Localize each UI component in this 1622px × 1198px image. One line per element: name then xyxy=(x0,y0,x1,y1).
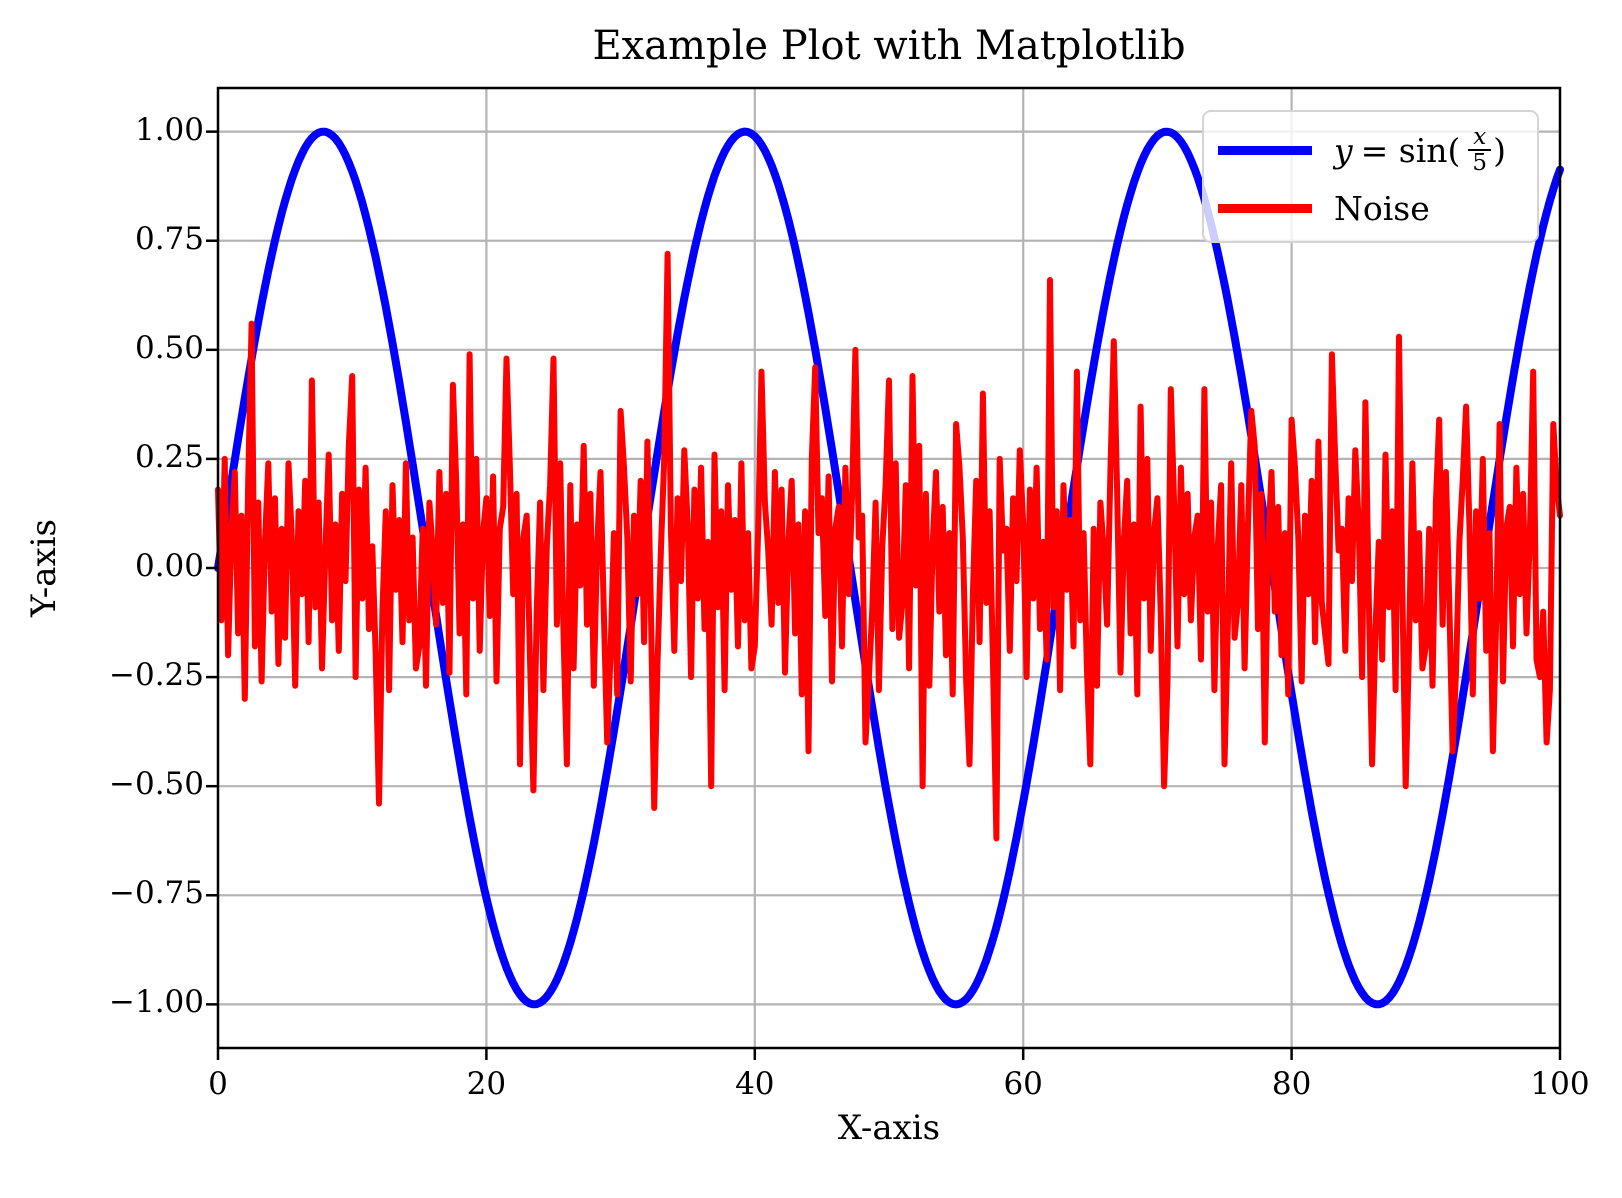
axes-spines xyxy=(216,86,1562,1050)
y-tick-label: 0.75 xyxy=(134,220,204,257)
sine-curve xyxy=(214,127,1564,1009)
x-tick-label: 80 xyxy=(1271,1066,1312,1102)
y-tick-label: 0.25 xyxy=(134,438,204,475)
y-tick-label: −0.75 xyxy=(109,875,204,912)
x-tick-label: 0 xyxy=(208,1066,228,1102)
legend-entry-noise: Noise xyxy=(1204,189,1537,228)
y-tick-label: −0.50 xyxy=(109,766,204,803)
legend-label-noise: Noise xyxy=(1334,189,1430,229)
y-tick-label: 0.50 xyxy=(134,329,204,366)
legend-line-sample-sine-icon xyxy=(1218,145,1312,155)
x-axis-label: X-axis xyxy=(837,1108,941,1148)
x-tick-label: 60 xyxy=(1003,1066,1043,1102)
legend-label-sine: y = sin( x 5 ) xyxy=(1334,123,1506,177)
x-tick-label: 100 xyxy=(1530,1066,1590,1102)
y-tick-label: 0.00 xyxy=(134,548,204,584)
y-tick-label: 1.00 xyxy=(134,111,204,148)
legend: y = sin( x 5 ) Noise xyxy=(1202,110,1539,243)
noise-curve xyxy=(215,250,1563,842)
fraction-x-over-5: x 5 xyxy=(1468,125,1492,175)
y-tick-label: −1.00 xyxy=(109,984,204,1021)
legend-entry-sine: y = sin( x 5 ) xyxy=(1204,125,1537,175)
x-tick-label: 20 xyxy=(466,1066,507,1102)
x-tick-label: 40 xyxy=(735,1066,775,1102)
y-tick-label: −0.25 xyxy=(109,657,204,694)
legend-line-sample-noise-icon xyxy=(1218,204,1312,214)
y-axis-label: Y-axis xyxy=(24,519,64,617)
chart-title: Example Plot with Matplotlib xyxy=(592,23,1186,69)
